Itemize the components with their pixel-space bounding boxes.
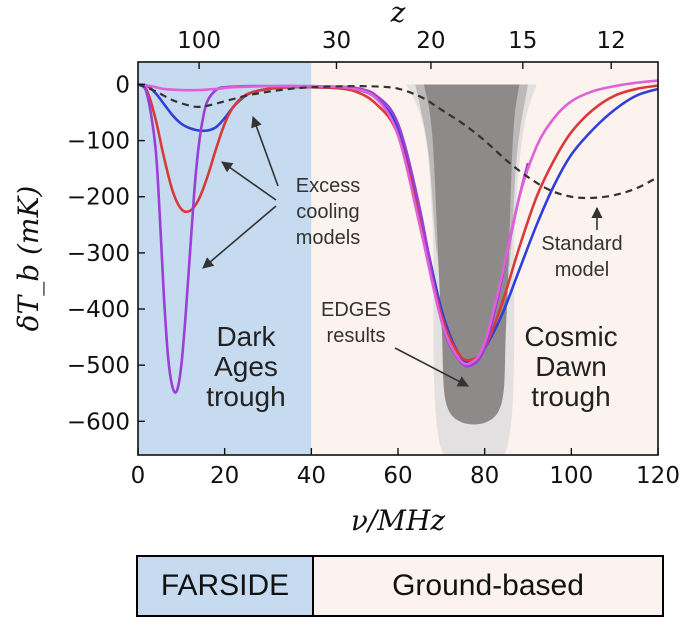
y-tick-label: −400 <box>67 297 130 323</box>
edges-label-line-1: results <box>327 325 386 347</box>
x-tick-label: 40 <box>297 463 326 489</box>
standard-model-label-line-0: Standard <box>541 233 622 255</box>
cosmology-chart: 0 20 40 60 80 100 120 0 −100 −200 −300 −400 −500 −600… <box>12 0 680 537</box>
series-excess-cooling-1 <box>138 83 658 362</box>
x-axis-label: ν/MHz <box>351 504 446 537</box>
y-tick-label: −500 <box>67 353 130 379</box>
edges-bands <box>406 84 537 455</box>
arrow-edges <box>394 347 469 387</box>
x-tick-label: 0 <box>131 463 146 489</box>
top-tick-label: 12 <box>597 28 626 54</box>
excess-cooling-label-line-0: Excess <box>296 175 360 197</box>
x-tick-label: 60 <box>383 463 412 489</box>
y-tick-label: 0 <box>115 72 130 98</box>
top-tick-label: 20 <box>416 28 445 54</box>
cosmic-dawn-label-line-0: Cosmic <box>524 321 617 352</box>
cosmic-dawn-label-line-1: Dawn <box>535 351 607 382</box>
top-tick-label: 30 <box>322 28 351 54</box>
x-tick-label: 100 <box>549 463 593 489</box>
top-tick-label: 100 <box>177 28 221 54</box>
series-standard-model <box>138 83 658 200</box>
top-tick-label: 15 <box>508 28 537 54</box>
cosmic-dawn-label-line-2: trough <box>531 381 610 412</box>
series-lines <box>138 79 658 394</box>
bottom-bar: FARSIDE Ground-based <box>136 555 664 617</box>
x-tick-label: 80 <box>470 463 499 489</box>
x-tick-label: 20 <box>210 463 239 489</box>
series-excess-cooling-3 <box>138 79 658 366</box>
dark-ages-label-line-0: Dark <box>216 321 276 352</box>
y-tick-label: −600 <box>67 409 130 435</box>
top-axis-label: z <box>390 0 406 29</box>
tick-labels: 0 20 40 60 80 100 120 0 −100 −200 −300 −400 −500 −600… <box>12 0 680 537</box>
axes <box>137 61 659 456</box>
y-tick-label: −200 <box>67 185 130 211</box>
dark-ages-label-line-1: Ages <box>214 351 278 382</box>
y-tick-label: −300 <box>67 241 130 267</box>
excess-cooling-label-line-1: cooling <box>296 201 359 223</box>
annotations: Excess cooling models Standard model EDGES res… <box>202 115 623 412</box>
edges-label-line-0: EDGES <box>321 299 391 321</box>
region-0 <box>138 62 312 455</box>
excess-cooling-label-line-2: models <box>296 227 360 249</box>
arrow-excess-red <box>221 161 277 201</box>
dark-ages-label-line-2: trough <box>206 381 285 412</box>
y-tick-label: −100 <box>67 129 130 155</box>
x-tick-label: 120 <box>636 463 680 489</box>
ground-based-label: Ground-based <box>314 557 662 615</box>
y-axis-label: δT_b (mK) <box>12 186 45 332</box>
standard-model-label-line-1: model <box>555 259 609 281</box>
arrow-excess-purple <box>202 205 277 269</box>
farside-label: FARSIDE <box>138 557 314 615</box>
arrow-excess-blue <box>251 115 279 187</box>
